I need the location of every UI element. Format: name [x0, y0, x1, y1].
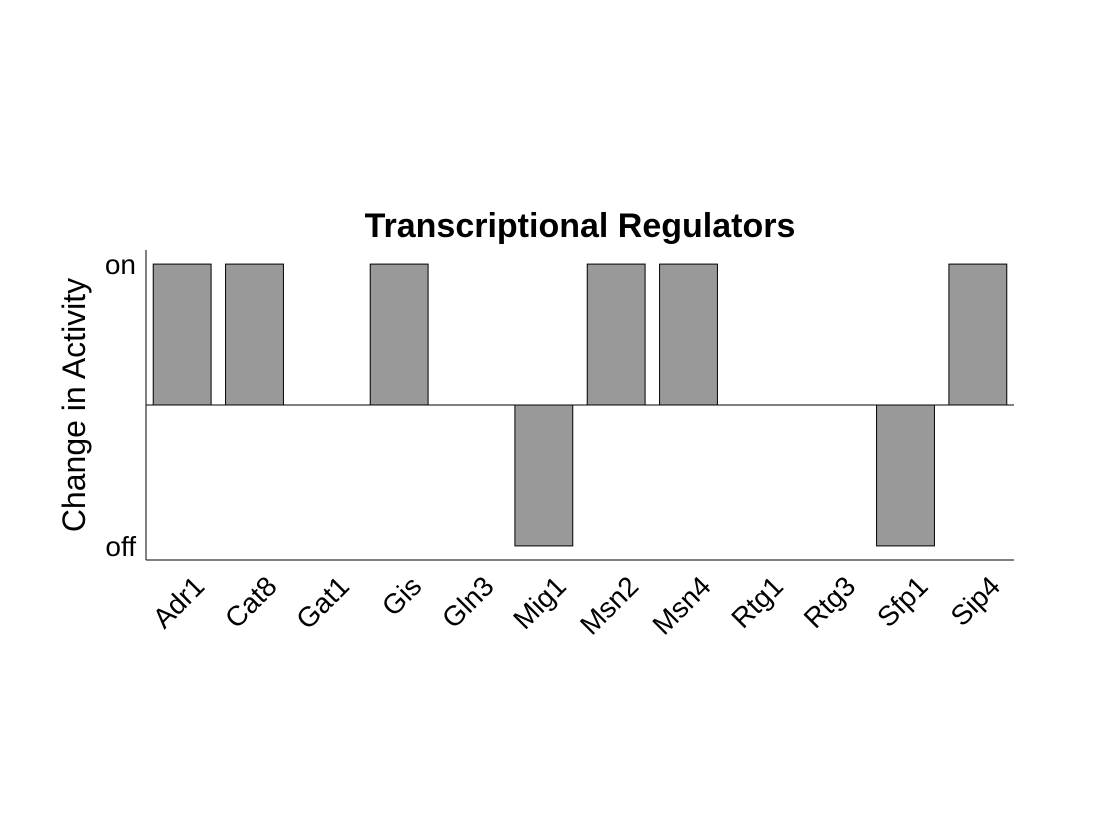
chart-title: Transcriptional Regulators [365, 207, 796, 245]
x-tick-label: Rtg3 [798, 570, 862, 634]
y-axis-label: Change in Activity [56, 278, 92, 532]
x-tick-label: Gat1 [290, 570, 355, 635]
bar-adr1 [152, 263, 212, 406]
bar-sip4 [948, 263, 1008, 406]
x-tick-label: Gln3 [436, 570, 500, 634]
bar-sfp1 [876, 404, 935, 547]
y-ticks-group: on off [105, 249, 136, 562]
x-tick-label: Rtg1 [725, 570, 789, 634]
y-tick-label: on [105, 249, 136, 280]
x-tick-label: Gis [376, 570, 428, 622]
x-tick-label: Sip4 [945, 570, 1007, 632]
x-tick-label: Msn2 [574, 570, 644, 640]
x-tick-label: Sfp1 [871, 570, 934, 633]
bar-msn2 [586, 263, 646, 406]
x-tick-label: Msn4 [646, 570, 716, 640]
bar-gis [369, 263, 429, 406]
bars-group [152, 263, 1008, 547]
bar-mig1 [514, 404, 574, 547]
bar-msn4 [659, 263, 718, 406]
x-ticks-group: Adr1 Cat8 Gat1 Gis Gln3 Mig1 Msn2 Msn4 Rtg1 Rtg3 S… [147, 570, 1006, 640]
bar-cat8 [225, 263, 284, 406]
x-tick-label: Cat8 [219, 570, 283, 634]
y-tick-label: off [105, 531, 136, 562]
x-tick-label: Mig1 [507, 570, 572, 635]
x-tick-label: Adr1 [147, 570, 211, 634]
